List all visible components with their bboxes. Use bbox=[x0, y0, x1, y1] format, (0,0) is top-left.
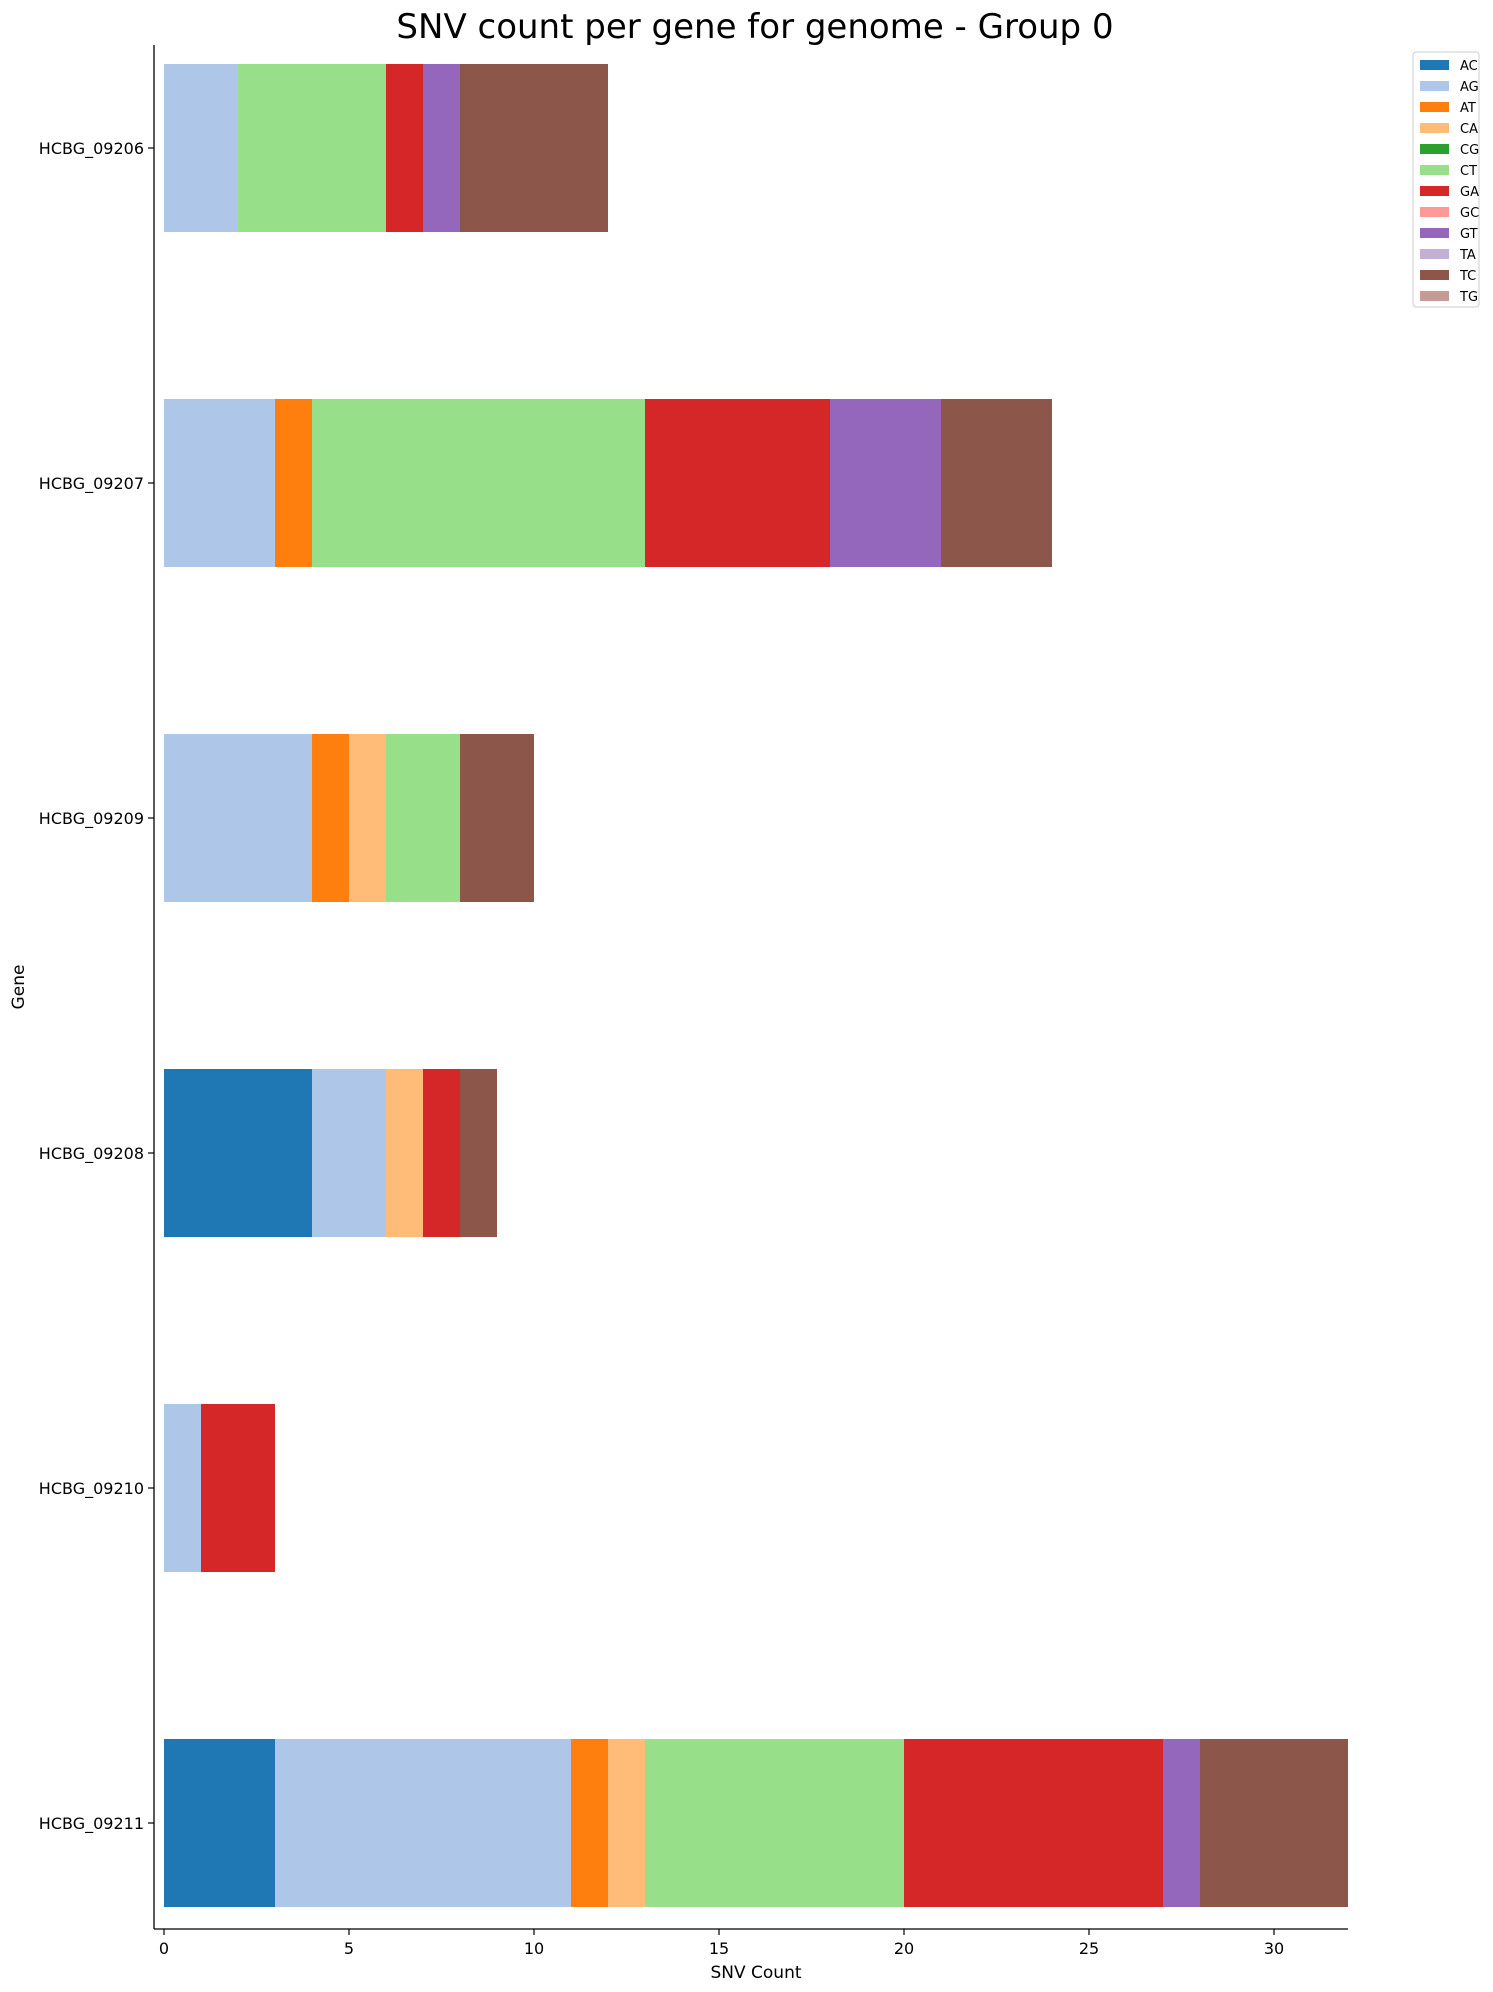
legend-swatch-ag bbox=[1420, 81, 1449, 91]
bar-segment-hcbg_09208-tc bbox=[460, 1069, 497, 1237]
x-tick-label: 0 bbox=[159, 1939, 169, 1958]
bar-segment-hcbg_09206-ga bbox=[386, 64, 423, 232]
legend-swatch-tc bbox=[1420, 270, 1449, 280]
x-tick-label: 30 bbox=[1264, 1939, 1284, 1958]
x-tick-label: 25 bbox=[1079, 1939, 1099, 1958]
bar-segment-hcbg_09207-at bbox=[275, 399, 312, 567]
bar-segment-hcbg_09208-ac bbox=[164, 1069, 312, 1237]
legend-label: AG bbox=[1460, 80, 1479, 95]
bar-segment-hcbg_09207-tc bbox=[941, 399, 1052, 567]
legend-label: TA bbox=[1459, 248, 1476, 263]
bar-segment-hcbg_09206-ct bbox=[238, 64, 386, 232]
bar-segment-hcbg_09210-ag bbox=[164, 1404, 201, 1572]
y-ticks: HCBG_09206 HCBG_09207 HCBG_09209 HCBG_09208… bbox=[39, 139, 154, 1834]
legend-label: CG bbox=[1460, 143, 1479, 158]
bar-segment-hcbg_09211-gt bbox=[1163, 1739, 1200, 1907]
legend-label: AT bbox=[1460, 101, 1476, 116]
bar-segment-hcbg_09211-ga bbox=[904, 1739, 1163, 1907]
y-axis-label: Gene bbox=[9, 965, 29, 1010]
y-tick-label: HCBG_09206 bbox=[39, 139, 144, 159]
y-tick-label: HCBG_09209 bbox=[39, 809, 144, 829]
bar-segment-hcbg_09211-ca bbox=[608, 1739, 645, 1907]
bar-segment-hcbg_09211-ag bbox=[275, 1739, 571, 1907]
bar-segment-hcbg_09207-ct bbox=[312, 399, 645, 567]
legend-box bbox=[1412, 51, 1480, 308]
legend-label: GA bbox=[1460, 185, 1479, 200]
legend-swatch-cg bbox=[1420, 144, 1449, 154]
chart-title: SNV count per gene for genome - Group 0 bbox=[396, 7, 1113, 47]
bar-segment-hcbg_09209-ct bbox=[386, 734, 460, 902]
bar-segment-hcbg_09211-ct bbox=[645, 1739, 904, 1907]
bar-segment-hcbg_09207-ga bbox=[645, 399, 830, 567]
bar-segment-hcbg_09206-ag bbox=[164, 64, 238, 232]
legend-label: GT bbox=[1460, 227, 1478, 242]
x-tick-label: 5 bbox=[344, 1939, 354, 1958]
legend-label: TG bbox=[1459, 290, 1478, 305]
legend-swatch-ac bbox=[1420, 60, 1449, 70]
y-tick-label: HCBG_09207 bbox=[39, 474, 144, 494]
bar-segment-hcbg_09206-tc bbox=[460, 64, 608, 232]
bar-segment-hcbg_09210-ga bbox=[201, 1404, 275, 1572]
legend-label: CT bbox=[1460, 164, 1477, 179]
bar-segment-hcbg_09207-gt bbox=[830, 399, 941, 567]
x-tick-label: 10 bbox=[524, 1939, 544, 1958]
bar-segment-hcbg_09209-ag bbox=[164, 734, 312, 902]
y-tick-label: HCBG_09208 bbox=[39, 1144, 144, 1164]
legend-swatch-at bbox=[1420, 102, 1449, 112]
legend: AC AG AT CA CG CT GA GC GT TA TC TG bbox=[1412, 51, 1480, 308]
legend-swatch-ta bbox=[1420, 249, 1449, 259]
x-tick-label: 15 bbox=[709, 1939, 729, 1958]
legend-label: TC bbox=[1459, 269, 1476, 284]
bar-segment-hcbg_09211-tc bbox=[1200, 1739, 1348, 1907]
bar-segment-hcbg_09207-ag bbox=[164, 399, 275, 567]
legend-swatch-ga bbox=[1420, 186, 1449, 196]
x-tick-label: 20 bbox=[894, 1939, 914, 1958]
bar-segment-hcbg_09209-at bbox=[312, 734, 349, 902]
bar-segment-hcbg_09208-ag bbox=[312, 1069, 386, 1237]
legend-swatch-gc bbox=[1420, 207, 1449, 217]
bar-segment-hcbg_09209-ca bbox=[349, 734, 386, 902]
legend-swatch-ca bbox=[1420, 123, 1449, 133]
y-tick-label: HCBG_09210 bbox=[39, 1479, 144, 1499]
legend-swatch-tg bbox=[1420, 291, 1449, 301]
bar-segment-hcbg_09206-gt bbox=[423, 64, 460, 232]
bar-segment-hcbg_09211-ac bbox=[164, 1739, 275, 1907]
bar-segment-hcbg_09208-ga bbox=[423, 1069, 460, 1237]
x-axis-label: SNV Count bbox=[710, 1963, 801, 1983]
bar-segment-hcbg_09208-ca bbox=[386, 1069, 423, 1237]
legend-label: GC bbox=[1460, 206, 1479, 221]
bars-layer bbox=[164, 64, 1348, 1907]
legend-label: CA bbox=[1460, 122, 1478, 137]
x-ticks: 0 5 10 15 20 25 30 bbox=[159, 1929, 1284, 1958]
bar-segment-hcbg_09211-at bbox=[571, 1739, 608, 1907]
bar-segment-hcbg_09209-tc bbox=[460, 734, 534, 902]
legend-swatch-ct bbox=[1420, 165, 1449, 175]
legend-swatch-gt bbox=[1420, 228, 1449, 238]
y-tick-label: HCBG_09211 bbox=[39, 1814, 144, 1834]
legend-label: AC bbox=[1460, 59, 1478, 74]
